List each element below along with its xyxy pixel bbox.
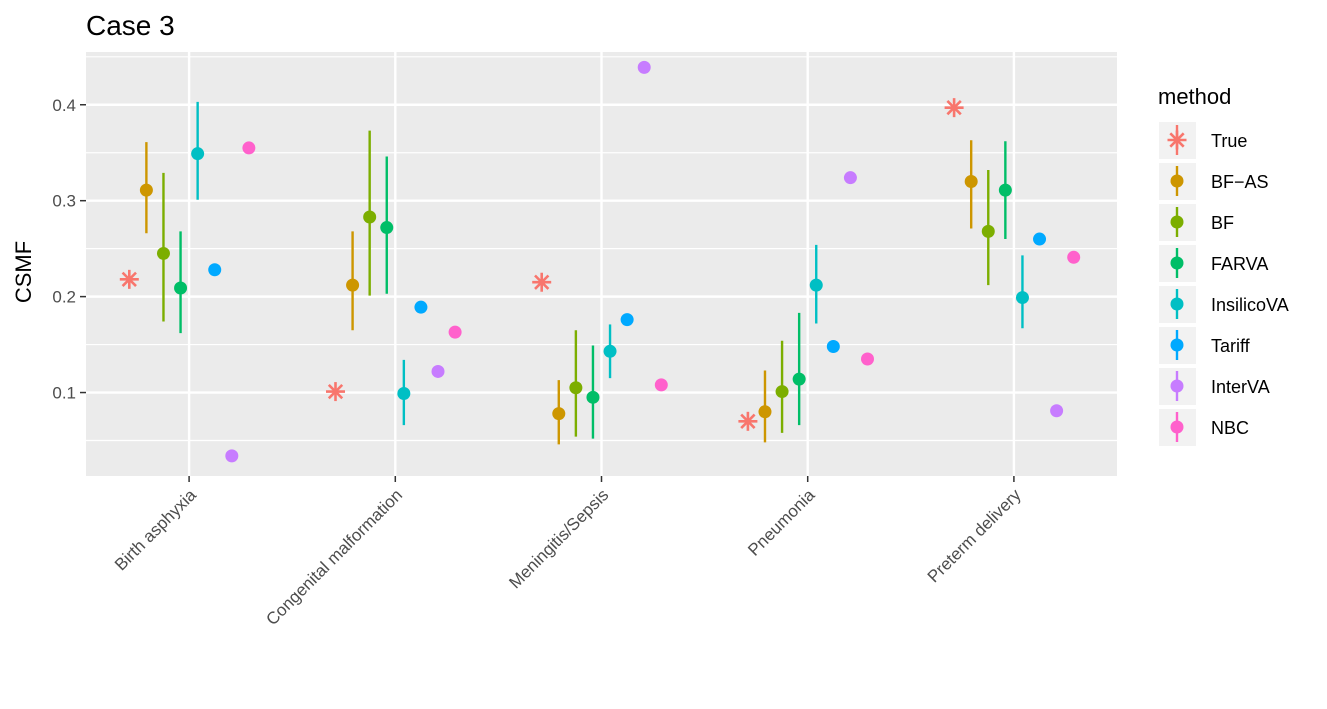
x-tick-label-congenital-malformation: Congenital malformation	[262, 485, 406, 629]
y-axis: 0.1 0.2 0.3 0.4	[52, 96, 86, 403]
point-interva-birth-asphyxia	[225, 449, 239, 463]
point-bf-as-congenital-malformation	[346, 278, 360, 292]
point-true-congenital-malformation	[326, 382, 346, 402]
legend-title: method	[1158, 84, 1231, 109]
point-insilicova-birth-asphyxia	[191, 147, 205, 161]
legend-label: NBC	[1211, 418, 1249, 438]
legend: method True BF−AS BF FARVA InsilicoVA Tariff I…	[1158, 84, 1289, 446]
legend-label: InterVA	[1211, 377, 1270, 397]
legend-key-symbol	[1167, 130, 1187, 150]
point-nbc-meningitis-sepsis	[654, 378, 668, 392]
legend-entry-farva: FARVA	[1159, 245, 1268, 282]
legend-entry-interva: InterVA	[1159, 368, 1270, 405]
y-axis-title: CSMF	[11, 241, 36, 303]
y-tick-label: 0.4	[52, 96, 76, 115]
legend-entry-nbc: NBC	[1159, 409, 1249, 446]
point-farva-meningitis-sepsis	[586, 390, 600, 404]
point-bf-pneumonia	[775, 385, 789, 399]
point-nbc-birth-asphyxia	[242, 141, 256, 155]
series-bf-as	[139, 140, 978, 445]
point-farva-congenital-malformation	[380, 221, 394, 235]
point-true-preterm-delivery	[944, 98, 964, 118]
x-tick-label-preterm-delivery: Preterm delivery	[924, 485, 1025, 586]
x-tick-label-meningitis-sepsis: Meningitis/Sepsis	[505, 485, 612, 592]
point-insilicova-pneumonia	[809, 278, 823, 292]
series-bf	[156, 130, 995, 437]
point-true-meningitis-sepsis	[532, 272, 552, 292]
legend-entry-insilicova: InsilicoVA	[1159, 286, 1289, 323]
point-bf-birth-asphyxia	[156, 246, 170, 260]
point-bf-as-pneumonia	[758, 405, 772, 419]
x-axis: Birth asphyxia Congenital malformation Men…	[111, 476, 1025, 629]
legend-key-symbol	[1170, 420, 1184, 434]
x-tick-label-birth-asphyxia: Birth asphyxia	[111, 485, 200, 574]
legend-label: BF	[1211, 213, 1234, 233]
point-farva-preterm-delivery	[998, 183, 1012, 197]
legend-label: True	[1211, 131, 1247, 151]
point-bf-meningitis-sepsis	[569, 381, 583, 395]
legend-key-symbol	[1170, 338, 1184, 352]
point-tariff-congenital-malformation	[414, 300, 428, 314]
legend-label: BF−AS	[1211, 172, 1269, 192]
legend-key-symbol	[1170, 174, 1184, 188]
legend-label: Tariff	[1211, 336, 1251, 356]
data-marks	[119, 60, 1081, 463]
y-tick-label: 0.3	[52, 192, 76, 211]
point-interva-pneumonia	[843, 171, 857, 185]
legend-entry-bf: BF	[1159, 204, 1234, 241]
point-bf-congenital-malformation	[363, 210, 377, 224]
point-tariff-pneumonia	[826, 339, 840, 353]
y-tick-label: 0.2	[52, 288, 76, 307]
series-insilicova	[191, 101, 1029, 426]
point-bf-as-meningitis-sepsis	[552, 407, 566, 421]
y-tick-label: 0.1	[52, 384, 76, 403]
series-true	[119, 98, 964, 431]
legend-entry-true: True	[1159, 122, 1247, 159]
point-tariff-birth-asphyxia	[208, 263, 222, 277]
legend-key-symbol	[1170, 215, 1184, 229]
series-interva	[225, 60, 1064, 463]
point-interva-congenital-malformation	[431, 364, 445, 378]
point-insilicova-congenital-malformation	[397, 387, 411, 401]
point-bf-as-preterm-delivery	[964, 175, 978, 189]
point-tariff-meningitis-sepsis	[620, 313, 634, 327]
point-insilicova-meningitis-sepsis	[603, 344, 617, 358]
point-interva-meningitis-sepsis	[637, 60, 651, 74]
series-tariff	[208, 232, 1047, 353]
point-insilicova-preterm-delivery	[1015, 291, 1029, 305]
series-farva	[174, 141, 1012, 439]
legend-key-symbol	[1170, 297, 1184, 311]
legend-key-symbol	[1170, 379, 1184, 393]
major-gridlines	[86, 52, 1117, 476]
point-tariff-preterm-delivery	[1033, 232, 1047, 246]
legend-entry-tariff: Tariff	[1159, 327, 1251, 364]
point-farva-pneumonia	[792, 372, 806, 386]
point-true-birth-asphyxia	[119, 269, 139, 289]
point-interva-preterm-delivery	[1050, 404, 1064, 418]
point-bf-as-birth-asphyxia	[139, 183, 153, 197]
chart-title: Case 3	[86, 10, 175, 41]
point-nbc-congenital-malformation	[448, 325, 462, 339]
series-nbc	[242, 141, 1081, 392]
point-farva-birth-asphyxia	[174, 281, 188, 295]
point-true-pneumonia	[738, 411, 758, 431]
point-nbc-preterm-delivery	[1067, 250, 1081, 264]
legend-label: FARVA	[1211, 254, 1268, 274]
point-nbc-pneumonia	[860, 352, 874, 366]
x-tick-label-pneumonia: Pneumonia	[744, 485, 819, 560]
legend-key-symbol	[1170, 256, 1184, 270]
point-bf-preterm-delivery	[981, 224, 995, 238]
legend-label: InsilicoVA	[1211, 295, 1289, 315]
legend-entry-bf-as: BF−AS	[1159, 163, 1269, 200]
